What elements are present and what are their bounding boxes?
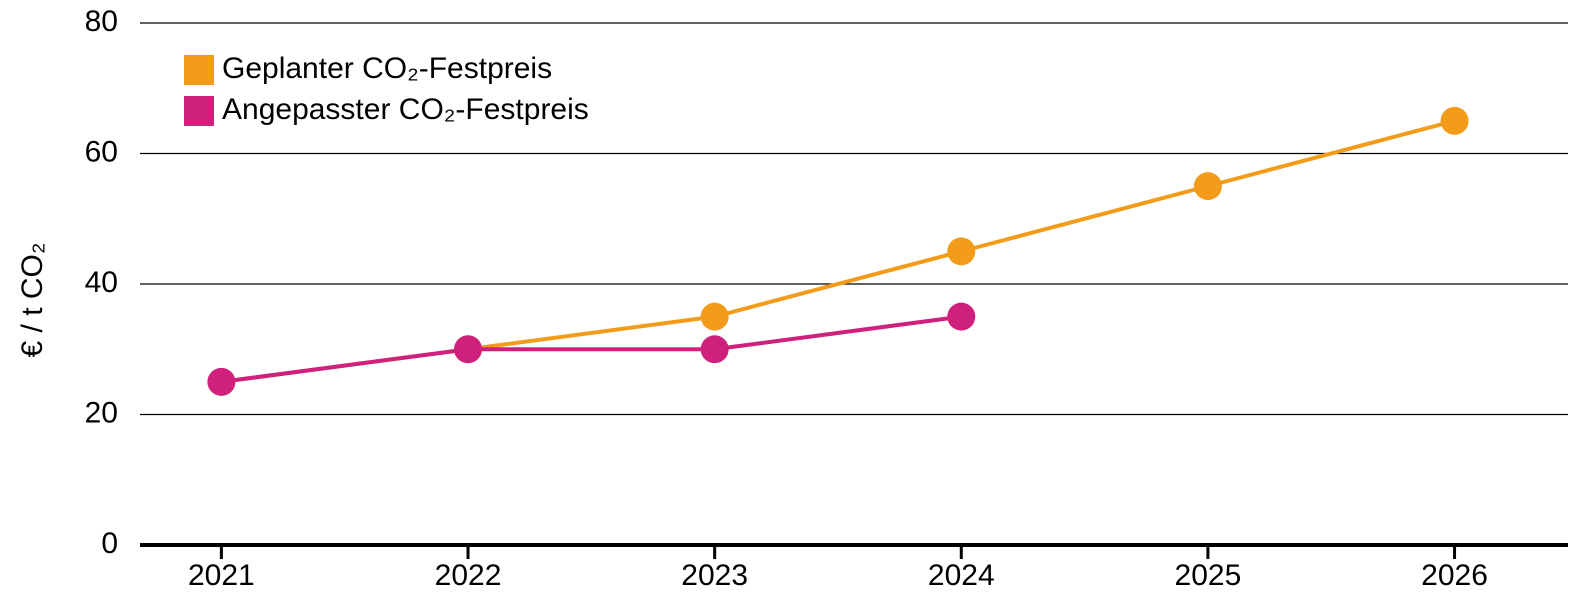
x-tick-label: 2021 — [188, 559, 255, 592]
data-point — [207, 367, 236, 396]
data-point — [700, 302, 729, 331]
legend-label: Angepasster CO₂-Festpreis — [222, 93, 589, 126]
data-point — [947, 302, 976, 331]
data-point — [454, 335, 483, 364]
y-axis-label: € / t CO₂ — [16, 242, 49, 357]
x-tick-label: 2022 — [435, 559, 502, 592]
data-point — [700, 335, 729, 364]
y-tick-label: 80 — [85, 5, 118, 38]
y-tick-label: 60 — [85, 135, 118, 168]
x-tick-label: 2025 — [1175, 559, 1242, 592]
y-tick-label: 20 — [85, 396, 118, 429]
y-tick-label: 0 — [101, 527, 118, 560]
x-tick-label: 2026 — [1421, 559, 1488, 592]
data-point — [1440, 106, 1469, 135]
legend-swatch — [184, 96, 214, 126]
legend-swatch — [184, 55, 214, 85]
x-tick-label: 2023 — [681, 559, 748, 592]
series-line — [221, 118, 1456, 384]
data-point — [1193, 172, 1222, 201]
data-point — [947, 237, 976, 266]
x-tick-label: 2024 — [928, 559, 995, 592]
y-tick-label: 40 — [85, 266, 118, 299]
legend-label: Geplanter CO₂-Festpreis — [222, 52, 552, 85]
series-line — [221, 314, 962, 384]
